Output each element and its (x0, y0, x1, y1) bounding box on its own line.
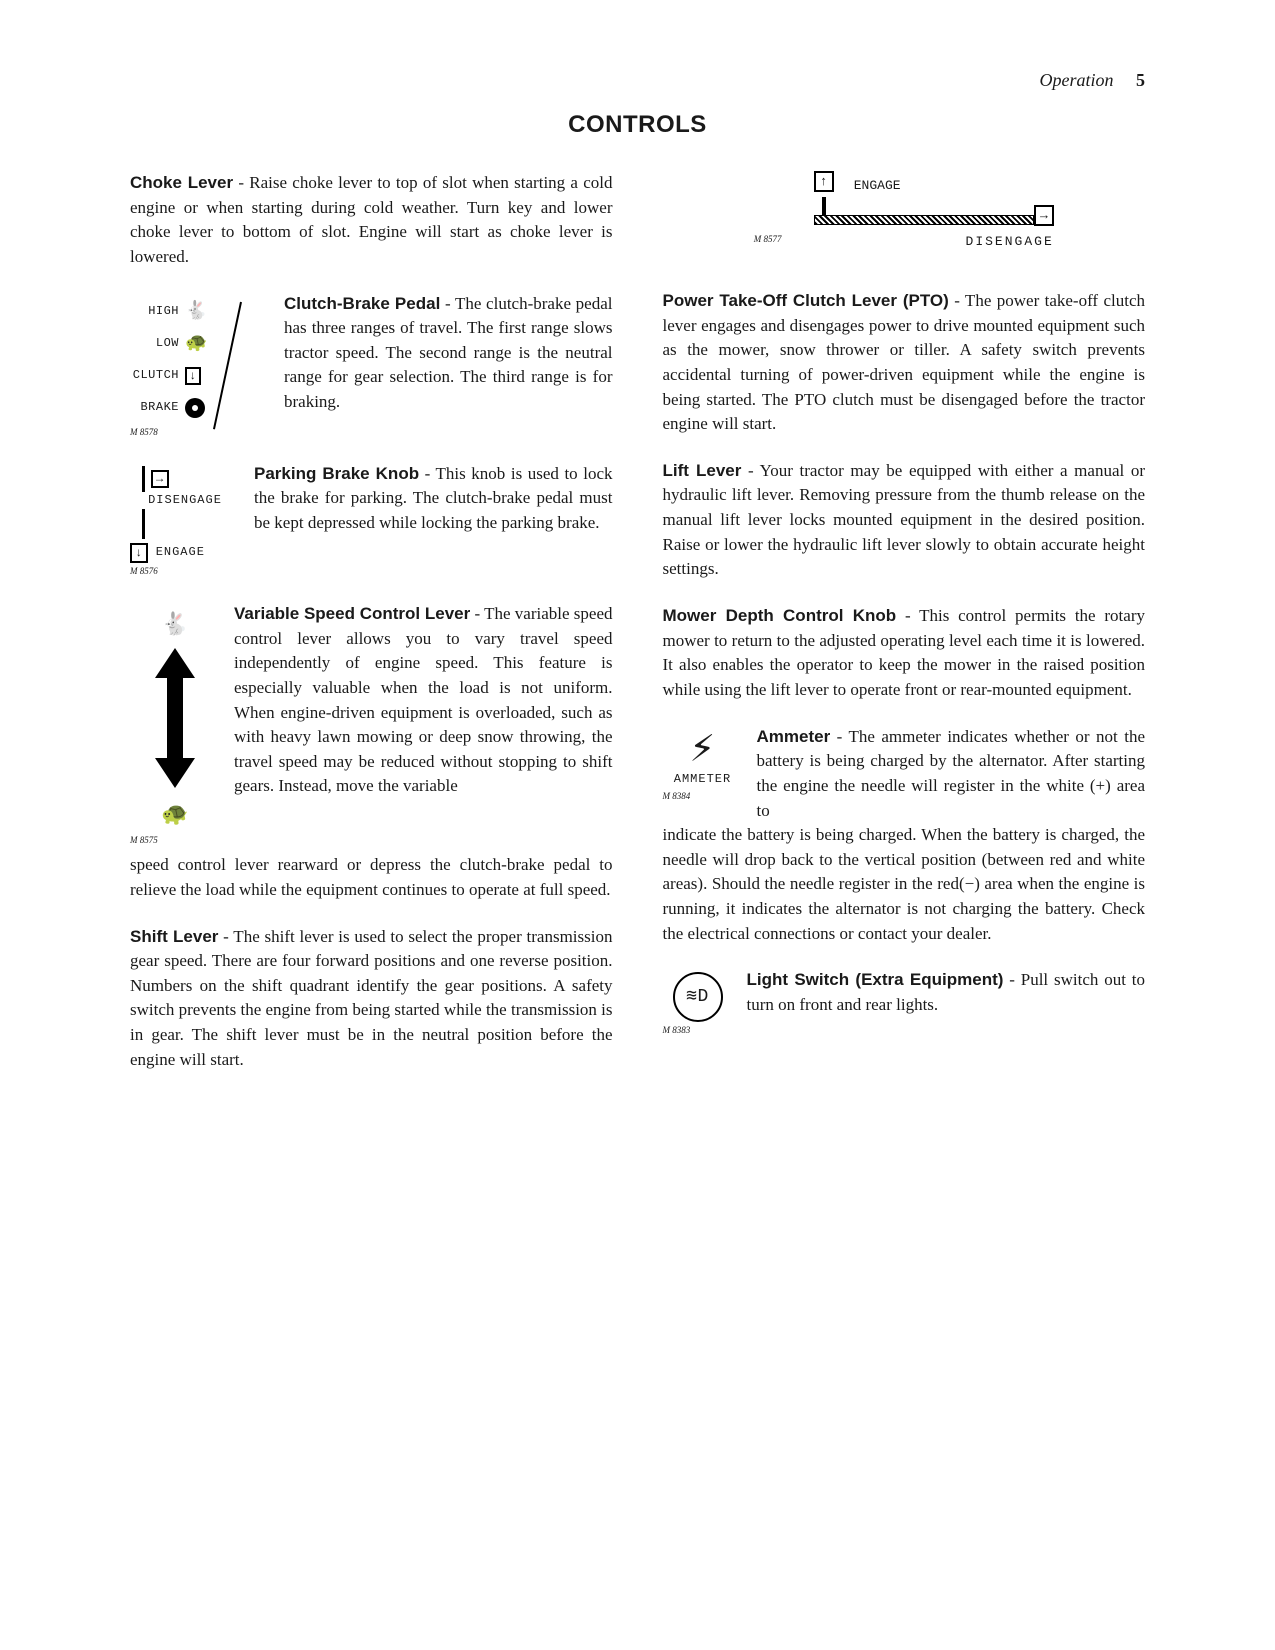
parking-brake-label: Parking Brake Knob (254, 464, 419, 483)
variable-speed-label: Variable Speed Control Lever (234, 604, 470, 623)
page-number: 5 (1136, 70, 1145, 90)
right-column: ↑ ENGAGE → DISENGAGE M 8577 Power Take-O… (663, 171, 1146, 1094)
light-switch-icon: ≋D (673, 972, 723, 1022)
light-switch-label: Light Switch (Extra Equipment) (747, 970, 1004, 989)
rabbit-icon: 🐇 (185, 299, 208, 325)
ammeter-label: Ammeter (757, 727, 831, 746)
lift-lever-para: Lift Lever - Your tractor may be equippe… (663, 459, 1146, 582)
content-columns: Choke Lever - Raise choke lever to top o… (130, 171, 1145, 1094)
page-title: CONTROLS (130, 111, 1145, 139)
turtle-icon: 🐢 (130, 800, 220, 832)
mower-depth-para: Mower Depth Control Knob - This control … (663, 604, 1146, 703)
rabbit-icon: 🐇 (130, 610, 220, 642)
arrow-right-icon: → (151, 470, 169, 488)
lift-lever-label: Lift Lever (663, 461, 742, 480)
section-name: Operation (1040, 70, 1114, 90)
ammeter-para-cont: indicate the battery is being charged. W… (663, 823, 1146, 946)
light-switch-diagram: ≋D M 8383 (663, 972, 733, 1037)
double-arrow-icon (155, 648, 195, 788)
clutch-brake-label: Clutch-Brake Pedal (284, 294, 440, 313)
pto-label: Power Take-Off Clutch Lever (PTO) (663, 291, 949, 310)
parking-brake-diagram: → DISENGAGE ↓ ENGAGE M 8576 (130, 466, 240, 578)
arrow-down-icon: ↓ (185, 367, 201, 385)
clutch-brake-diagram: HIGH🐇 LOW🐢 CLUTCH↓ BRAKE M 8578 (130, 296, 270, 456)
left-column: Choke Lever - Raise choke lever to top o… (130, 171, 613, 1094)
mower-depth-label: Mower Depth Control Knob (663, 606, 897, 625)
choke-lever-label: Choke Lever (130, 173, 233, 192)
variable-speed-diagram: 🐇 🐢 M 8575 (130, 606, 220, 847)
brake-dot-icon (185, 398, 205, 418)
variable-speed-para-cont: speed control lever rearward or depress … (130, 853, 613, 902)
variable-speed-text-wrap: - The variable speed control lever allow… (234, 604, 613, 795)
pto-para: Power Take-Off Clutch Lever (PTO) - The … (663, 289, 1146, 437)
arrow-up-icon: ↑ (814, 171, 834, 192)
pto-diagram: ↑ ENGAGE → DISENGAGE M 8577 (754, 171, 1054, 261)
arrow-right-icon: → (1034, 205, 1054, 226)
page-header: Operation 5 (130, 70, 1145, 91)
pto-text: - The power take-off clutch lever engage… (663, 291, 1146, 433)
shift-lever-text: - The shift lever is used to select the … (130, 927, 613, 1069)
lightning-bolt-icon: ⚡ (663, 729, 743, 771)
arrow-down-icon: ↓ (130, 543, 148, 563)
shift-lever-para: Shift Lever - The shift lever is used to… (130, 925, 613, 1073)
turtle-icon: 🐢 (185, 331, 208, 357)
ammeter-diagram: ⚡ AMMETER M 8384 (663, 729, 743, 803)
choke-lever-para: Choke Lever - Raise choke lever to top o… (130, 171, 613, 270)
shift-lever-label: Shift Lever (130, 927, 218, 946)
light-switch-para: Light Switch (Extra Equipment) - Pull sw… (663, 968, 1146, 1017)
